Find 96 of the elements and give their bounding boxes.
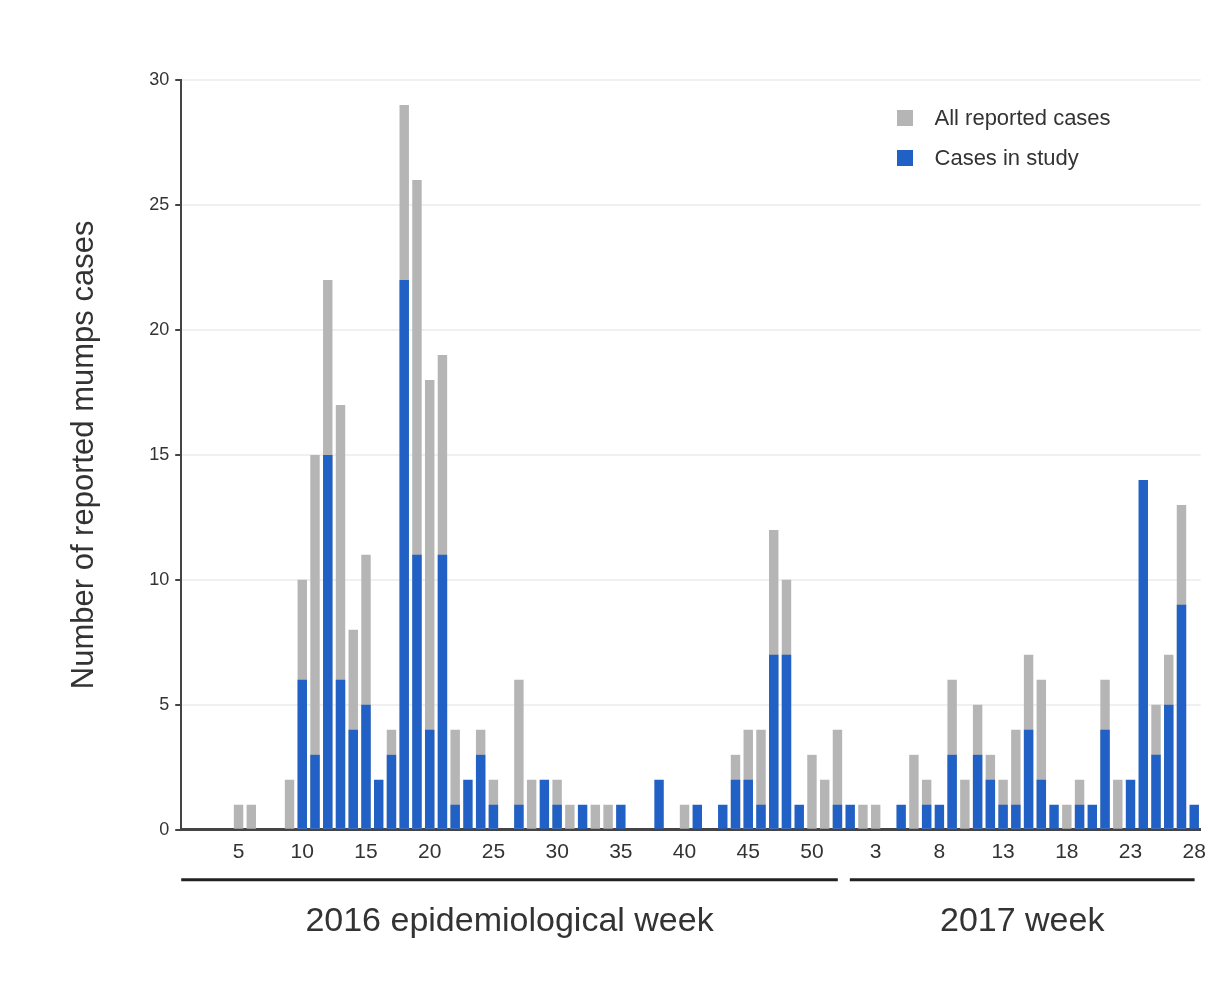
bar bbox=[718, 804, 728, 829]
y-tick-label: 0 bbox=[159, 818, 170, 839]
bar bbox=[399, 279, 409, 829]
bar bbox=[437, 554, 448, 829]
bar bbox=[896, 804, 906, 829]
bar bbox=[934, 804, 945, 829]
bar bbox=[960, 779, 970, 829]
bar bbox=[323, 454, 333, 829]
x-tick-label: 35 bbox=[609, 839, 633, 863]
bar bbox=[424, 729, 435, 829]
bar bbox=[475, 754, 486, 829]
x-tick-label: 23 bbox=[1118, 839, 1143, 863]
bar bbox=[743, 779, 753, 829]
y-tick-label: 15 bbox=[149, 443, 170, 464]
bar bbox=[947, 754, 957, 829]
bar bbox=[730, 779, 741, 829]
x-tick-label: 30 bbox=[545, 839, 569, 863]
bar bbox=[1151, 754, 1161, 829]
bar bbox=[654, 779, 664, 829]
legend-label: Cases in study bbox=[934, 145, 1079, 171]
bar bbox=[1189, 804, 1199, 829]
x-tick-label: 18 bbox=[1055, 839, 1079, 863]
bar bbox=[539, 779, 550, 829]
bar bbox=[1062, 804, 1072, 829]
bar bbox=[1023, 729, 1034, 829]
bar bbox=[1011, 804, 1021, 829]
bar bbox=[921, 804, 932, 829]
x-tick-label: 5 bbox=[232, 839, 245, 863]
x-tick-label: 3 bbox=[869, 839, 882, 863]
legend-label: All reported cases bbox=[934, 105, 1111, 131]
bar bbox=[832, 804, 843, 829]
bar bbox=[781, 654, 792, 829]
x-tick-label: 15 bbox=[354, 839, 378, 863]
y-tick-label: 5 bbox=[159, 693, 170, 714]
bar bbox=[692, 804, 702, 829]
y-tick-label: 10 bbox=[149, 568, 170, 589]
y-tick-label: 25 bbox=[149, 193, 170, 214]
bar bbox=[565, 804, 575, 829]
text: 2016 epidemiological week bbox=[305, 900, 715, 939]
x-tick-label: 20 bbox=[418, 839, 442, 863]
bar bbox=[246, 804, 257, 829]
bar bbox=[616, 804, 626, 829]
x-tick-label: 10 bbox=[290, 839, 314, 863]
x-tick-label: 8 bbox=[933, 839, 946, 863]
bar bbox=[310, 754, 320, 829]
bar bbox=[335, 679, 346, 829]
bar bbox=[348, 729, 358, 829]
bar bbox=[845, 804, 855, 829]
bar bbox=[526, 779, 537, 829]
bar bbox=[1100, 729, 1110, 829]
bar bbox=[361, 704, 371, 829]
bar bbox=[1074, 804, 1085, 829]
bar bbox=[463, 779, 473, 829]
bar bbox=[552, 804, 562, 829]
bar bbox=[909, 754, 919, 829]
bar bbox=[577, 804, 588, 829]
x-tick-label: 25 bbox=[481, 839, 506, 863]
bar bbox=[450, 804, 460, 829]
bar bbox=[374, 779, 384, 829]
bar bbox=[1125, 779, 1136, 829]
x-tick-label: 50 bbox=[800, 839, 824, 863]
bar bbox=[794, 804, 804, 829]
y-axis-title: Number of reported mumps cases bbox=[65, 220, 101, 690]
bar bbox=[858, 804, 868, 829]
x-tick-label: 13 bbox=[991, 839, 1015, 863]
bar bbox=[233, 804, 244, 829]
x-tick-label: 45 bbox=[736, 839, 760, 863]
bar bbox=[412, 554, 422, 829]
y-tick-label: 20 bbox=[149, 318, 170, 339]
bar bbox=[870, 804, 881, 829]
bar bbox=[1164, 704, 1174, 829]
bar bbox=[488, 804, 499, 829]
bar bbox=[284, 779, 295, 829]
bar bbox=[1113, 779, 1123, 829]
bar bbox=[972, 754, 983, 829]
bar bbox=[1176, 604, 1187, 829]
bar bbox=[819, 779, 830, 829]
bar bbox=[386, 754, 397, 829]
bar bbox=[807, 754, 817, 829]
x-tick-label: 40 bbox=[672, 839, 697, 863]
bar bbox=[590, 804, 601, 829]
bar bbox=[1138, 479, 1148, 829]
bar bbox=[998, 804, 1008, 829]
bar bbox=[756, 804, 766, 829]
bar bbox=[514, 804, 524, 829]
bar bbox=[603, 804, 613, 829]
bar bbox=[985, 779, 996, 829]
bar bbox=[769, 654, 779, 829]
bar bbox=[297, 679, 307, 829]
bar bbox=[679, 804, 690, 829]
y-tick-label: 30 bbox=[149, 68, 170, 89]
text: 2017 week bbox=[939, 900, 1106, 939]
bar bbox=[1036, 779, 1047, 829]
bar bbox=[1087, 804, 1098, 829]
bar bbox=[1049, 804, 1059, 829]
x-tick-label: 28 bbox=[1182, 839, 1206, 863]
